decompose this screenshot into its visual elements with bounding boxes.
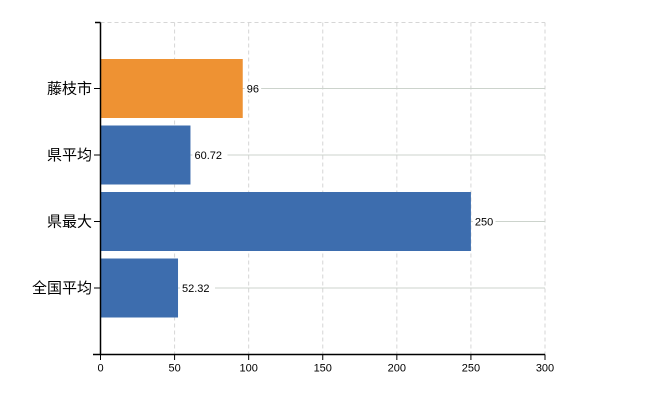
category-label: 藤枝市 [47,81,92,98]
x-tick-label: 250 [462,363,480,375]
x-tick-label: 150 [314,363,332,375]
value-label-backing [192,148,228,162]
bar-3 [100,258,179,318]
bar-0 [100,59,243,118]
value-label: 96 [247,84,259,96]
value-label-backing [180,281,216,295]
x-tick-label: 200 [388,363,406,375]
bar-1 [100,125,191,185]
x-tick-label: 0 [97,363,103,375]
x-tick-label: 50 [168,363,180,375]
value-label-backing [244,81,262,96]
value-label: 60.72 [194,150,222,162]
value-label: 52.32 [182,283,210,295]
x-tick-label: 100 [239,363,257,375]
category-label: 県平均 [47,147,92,164]
x-tick-label: 300 [536,363,554,375]
value-label-backing [472,214,496,229]
bar-2 [100,192,471,251]
value-label: 250 [475,217,493,229]
category-label: 県最大 [47,214,92,231]
category-label: 全国平均 [32,279,92,297]
